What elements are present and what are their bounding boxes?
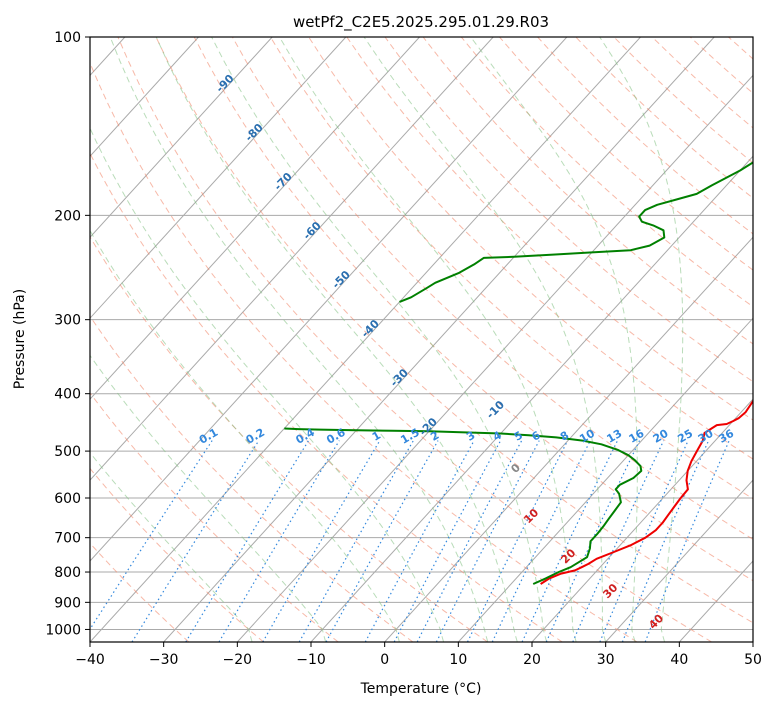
y-tick-label: 1000 — [45, 622, 81, 638]
isotherm-line — [90, 37, 199, 158]
isotherm-line — [605, 479, 753, 642]
isotherm-line — [531, 398, 753, 642]
mixing-ratio-line — [298, 440, 414, 642]
dry-adiabat-line — [193, 37, 753, 582]
mixing-ratio-line — [262, 440, 381, 642]
x-tick-label: −10 — [296, 652, 326, 668]
y-tick-label: 800 — [54, 565, 81, 581]
x-tick-label: 20 — [523, 652, 541, 668]
mixing-ratio-line — [435, 440, 540, 642]
moist-adiabat-line — [599, 37, 684, 642]
y-tick-label: 100 — [54, 30, 81, 46]
dry-adiabat-line — [155, 37, 753, 624]
moist-adiabat-line — [90, 229, 400, 642]
moist-adiabat-line — [363, 37, 607, 642]
mixing-ratio-line — [185, 440, 310, 642]
moist-adiabat-line — [279, 37, 577, 642]
mixing-ratio-line — [491, 440, 591, 642]
isotherm-line — [90, 37, 494, 481]
grid-layer — [90, 37, 753, 642]
data-layer — [284, 161, 753, 585]
dry-adiabat-line — [90, 542, 190, 642]
isotherm-line — [384, 236, 753, 642]
mixing-ratio-line — [364, 440, 475, 642]
mixing-ratio-line — [466, 440, 569, 642]
dewpoint-upper-profile — [399, 161, 753, 303]
mixing-ratio-line — [218, 440, 340, 642]
moist-adiabat-line — [155, 37, 518, 642]
moist-adiabat-line — [109, 37, 489, 642]
dry-adiabat-line — [231, 37, 753, 540]
dry-adiabat-line — [308, 37, 753, 460]
moist-adiabat-line — [90, 127, 445, 642]
x-tick-label: 30 — [597, 652, 615, 668]
y-tick-label: 900 — [54, 595, 81, 611]
y-tick-label: 500 — [54, 444, 81, 460]
y-tick-label: 700 — [54, 531, 81, 547]
x-tick-label: 50 — [744, 652, 762, 668]
y-tick-label: 200 — [54, 208, 81, 224]
moist-adiabat-line — [211, 37, 548, 642]
x-tick-label: −20 — [223, 652, 253, 668]
mixing-ratio-line — [521, 440, 619, 642]
x-tick-label: 0 — [380, 652, 389, 668]
dewpoint-profile — [284, 427, 643, 585]
dry-adiabat-line — [346, 37, 753, 421]
temperature-profile — [540, 399, 753, 585]
isotherm-line — [163, 37, 715, 642]
axes-layer: −40 −30 −20 −10 0 10 20 30 40 50 100 200 300 400 500 60… — [45, 30, 762, 668]
isotherm-line — [752, 641, 753, 642]
x-tick-label: −30 — [149, 652, 179, 668]
mixing-ratio-line — [416, 440, 523, 642]
moist-adiabat-line — [90, 451, 253, 642]
isotherm-line — [90, 37, 641, 642]
dry-adiabat-line — [90, 152, 563, 642]
moist-adiabat-line — [470, 37, 638, 642]
x-tick-label: 40 — [670, 652, 688, 668]
isotherm-line — [90, 37, 273, 238]
mixing-ratio-line — [325, 440, 439, 642]
moist-adiabat-line — [90, 354, 327, 642]
dry-adiabat-line — [90, 392, 339, 642]
isotherm-line — [90, 37, 347, 319]
isotherm-line — [90, 37, 420, 400]
y-tick-label: 600 — [54, 491, 81, 507]
chart-title: wetPf2_C2E5.2025.295.01.29.R03 — [293, 13, 549, 32]
isotherm-line — [90, 37, 568, 562]
x-tick-label: 10 — [449, 652, 467, 668]
dry-adiabat-line — [90, 235, 488, 642]
y-tick-label: 400 — [54, 387, 81, 403]
x-axis-label: Temperature (°C) — [360, 681, 482, 697]
isotherm-line — [236, 74, 753, 642]
mixing-ratio-line — [644, 440, 730, 642]
x-tick-label: −40 — [75, 652, 105, 668]
plot-frame — [89, 36, 754, 643]
dry-adiabat-line — [117, 37, 712, 642]
mixing-ratio-line — [393, 440, 502, 642]
dry-adiabat-line — [90, 467, 264, 642]
y-tick-label: 300 — [54, 313, 81, 329]
isotherm-line — [457, 317, 753, 642]
dry-adiabat-line — [270, 37, 753, 500]
y-axis-label: Pressure (hPa) — [12, 289, 28, 389]
